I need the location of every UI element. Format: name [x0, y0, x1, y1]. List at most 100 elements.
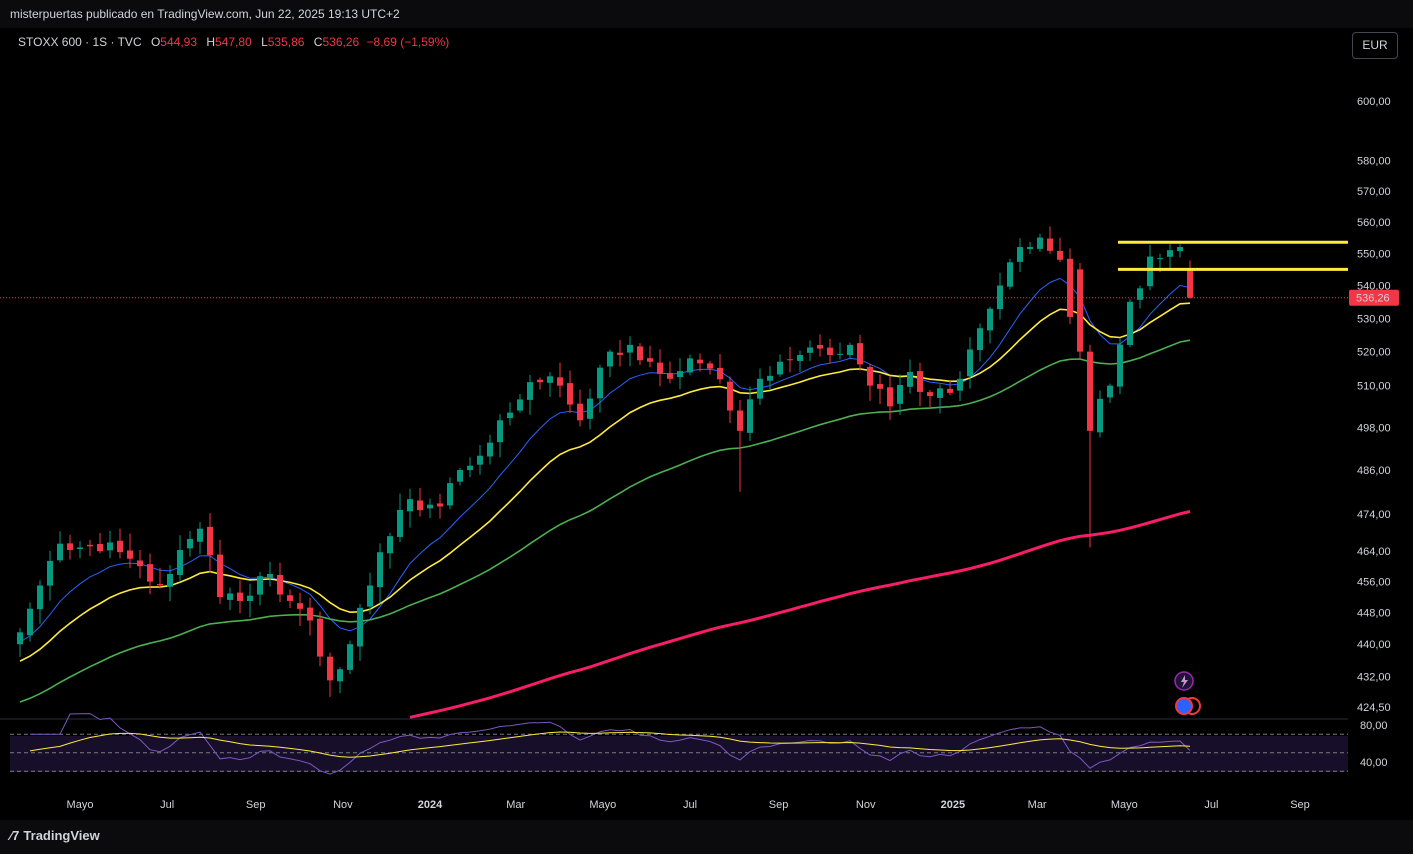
- candle-body: [237, 592, 243, 601]
- candle: [1087, 344, 1093, 548]
- candle: [57, 531, 63, 563]
- candle: [1007, 258, 1013, 290]
- price-tick-label: 448,00: [1357, 608, 1391, 620]
- candle-body: [987, 308, 993, 331]
- candle-body: [877, 384, 883, 389]
- candle: [1107, 383, 1113, 403]
- candle: [1027, 241, 1033, 254]
- candle-body: [1167, 250, 1173, 257]
- candle-body: [927, 392, 933, 396]
- candle-body: [937, 388, 943, 398]
- legend-low: 535,86: [267, 35, 305, 49]
- candle-body: [597, 367, 603, 399]
- candle: [777, 354, 783, 377]
- candle-body: [257, 576, 263, 595]
- candle: [207, 513, 213, 573]
- candle-body: [977, 328, 983, 351]
- candle: [1117, 337, 1123, 395]
- ema-20-line: [19, 302, 1191, 662]
- candle: [1037, 233, 1043, 252]
- candle: [157, 567, 163, 589]
- candle-body: [907, 371, 913, 387]
- price-tick-label: 474,00: [1357, 509, 1391, 521]
- time-tick-label: Mar: [506, 799, 525, 811]
- candle: [177, 535, 183, 581]
- candle: [597, 364, 603, 413]
- candle: [27, 602, 33, 642]
- lightning-icon: [1174, 671, 1194, 691]
- candle-body: [637, 346, 643, 361]
- time-tick-label: Mar: [1028, 799, 1047, 811]
- candle: [817, 334, 823, 357]
- legend-change: −8,69 (−1,59%): [366, 35, 450, 49]
- candle-body: [277, 575, 283, 595]
- candle-body: [117, 540, 123, 553]
- candle-body: [297, 603, 303, 609]
- candle: [917, 362, 923, 407]
- candle-body: [827, 347, 833, 355]
- candle: [107, 530, 113, 559]
- candle-body: [57, 543, 63, 561]
- candle: [1187, 260, 1193, 300]
- candle: [587, 388, 593, 430]
- candle-body: [507, 412, 513, 419]
- time-tick-label: Sep: [1290, 799, 1310, 811]
- tradingview-brand: TradingView: [23, 828, 100, 843]
- time-tick-label: 2025: [941, 799, 965, 811]
- candle: [347, 640, 353, 675]
- chart-canvas[interactable]: 424,50 432,00 440,00 448,00 456,00 464,00 474,…: [0, 28, 1413, 820]
- candle-body: [247, 595, 253, 602]
- event-markers-icon: [1175, 697, 1201, 715]
- candle-body: [467, 465, 473, 471]
- footer-bar: [0, 820, 1413, 854]
- candle: [297, 592, 303, 626]
- candle-body: [697, 359, 703, 364]
- price-tick-label: 432,00: [1357, 671, 1391, 683]
- candle-body: [517, 399, 523, 411]
- chart-frame[interactable]: 424,50 432,00 440,00 448,00 456,00 464,00 474,…: [0, 28, 1413, 820]
- candle: [17, 628, 23, 657]
- candle: [47, 550, 53, 601]
- candle: [887, 375, 893, 420]
- publisher-text: misterpuertas publicado en TradingView.c…: [10, 7, 400, 21]
- candle: [337, 667, 343, 694]
- tradingview-logo[interactable]: ⁄7 TradingView: [10, 828, 100, 843]
- candle: [957, 371, 963, 402]
- last-price-badge: [1349, 289, 1399, 306]
- axis-annotations: [1174, 671, 1201, 715]
- price-tick-label: 510,00: [1357, 381, 1391, 393]
- price-axis[interactable]: 424,50 432,00 440,00 448,00 456,00 464,00 474,…: [1349, 96, 1399, 769]
- candle: [837, 342, 843, 360]
- candle: [827, 338, 833, 364]
- currency-button[interactable]: EUR: [1352, 32, 1398, 59]
- candle-body: [317, 618, 323, 657]
- candle: [487, 434, 493, 465]
- candle-body: [457, 470, 463, 482]
- candle-body: [307, 607, 313, 621]
- candle-body: [817, 345, 823, 349]
- candle: [317, 611, 323, 667]
- ema-10-line: [19, 277, 1191, 643]
- rsi-signal-line: [29, 731, 1191, 758]
- candle: [457, 467, 463, 486]
- candle: [1097, 390, 1103, 438]
- candle-body: [557, 377, 563, 386]
- candle: [197, 522, 203, 555]
- candle-body: [1007, 262, 1013, 287]
- candle: [987, 306, 993, 344]
- candle-body: [897, 384, 903, 404]
- candle: [1047, 226, 1053, 254]
- candle-body: [1117, 344, 1123, 387]
- candle-body: [1137, 288, 1143, 300]
- candle-body: [1157, 258, 1163, 260]
- time-axis[interactable]: Mayo Jul Sep Nov 2024 Mar Mayo Jul Sep Nov 2025 Mar…: [67, 799, 1310, 811]
- candle: [1067, 248, 1073, 325]
- candle-body: [207, 526, 213, 556]
- candle-body: [487, 442, 493, 457]
- time-tick-label: Jul: [160, 799, 174, 811]
- candle-body: [417, 500, 423, 511]
- candle-body: [167, 573, 173, 587]
- candle: [377, 543, 383, 604]
- candle-body: [727, 381, 733, 411]
- publisher-bar: misterpuertas publicado en TradingView.c…: [0, 0, 1413, 28]
